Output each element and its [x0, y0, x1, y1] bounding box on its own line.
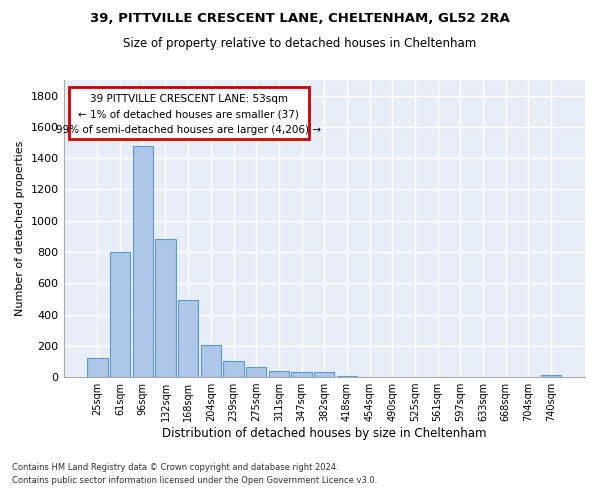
Bar [337, 376, 357, 377]
Text: ← 1% of detached houses are smaller (37): ← 1% of detached houses are smaller (37) [78, 110, 299, 120]
Bar [541, 374, 561, 377]
Text: 39, PITTVILLE CRESCENT LANE, CHELTENHAM, GL52 2RA: 39, PITTVILLE CRESCENT LANE, CHELTENHAM,… [90, 12, 510, 26]
Bar [87, 358, 107, 377]
Bar [223, 360, 244, 377]
Bar [155, 240, 176, 377]
Bar [269, 371, 289, 377]
Bar [110, 252, 130, 377]
Text: 39 PITTVILLE CRESCENT LANE: 53sqm: 39 PITTVILLE CRESCENT LANE: 53sqm [89, 94, 287, 104]
Bar [314, 372, 334, 377]
X-axis label: Distribution of detached houses by size in Cheltenham: Distribution of detached houses by size … [162, 427, 487, 440]
Text: Contains HM Land Registry data © Crown copyright and database right 2024.: Contains HM Land Registry data © Crown c… [12, 464, 338, 472]
FancyBboxPatch shape [69, 88, 308, 140]
Text: Size of property relative to detached houses in Cheltenham: Size of property relative to detached ho… [124, 38, 476, 51]
Bar [178, 300, 199, 377]
Bar [133, 146, 153, 377]
Bar [292, 372, 312, 377]
Bar [246, 367, 266, 377]
Text: Contains public sector information licensed under the Open Government Licence v3: Contains public sector information licen… [12, 476, 377, 485]
Y-axis label: Number of detached properties: Number of detached properties [15, 141, 25, 316]
Bar [200, 345, 221, 377]
Text: 99% of semi-detached houses are larger (4,206) →: 99% of semi-detached houses are larger (… [56, 125, 321, 135]
